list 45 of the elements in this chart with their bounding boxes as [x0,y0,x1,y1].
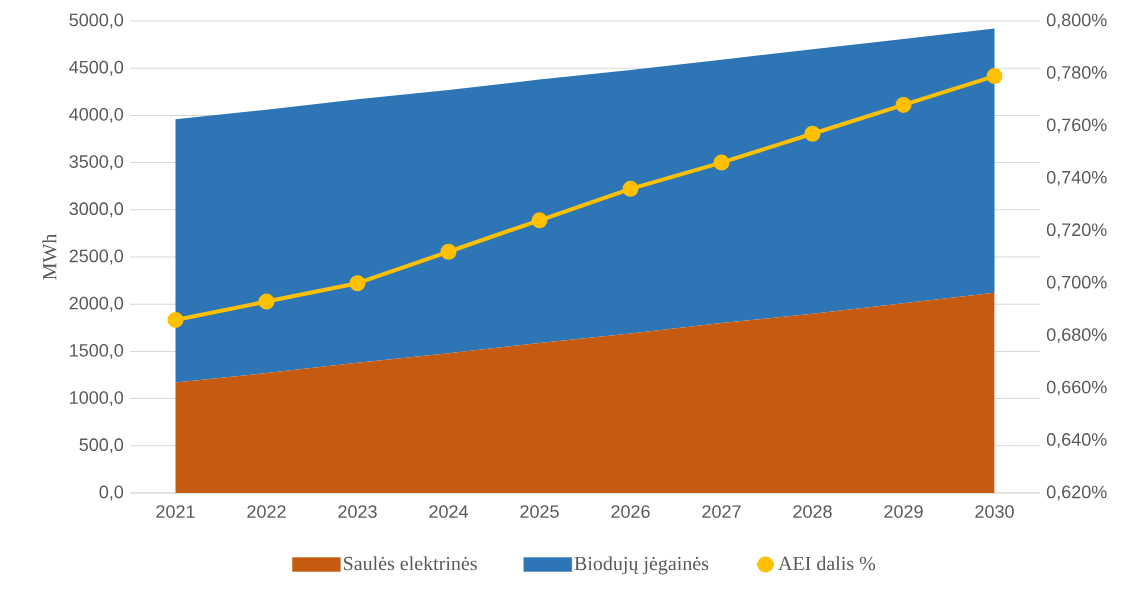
point [986,68,1003,85]
point [895,96,912,113]
y-tick-label: 3500,0 [69,155,124,171]
x-tick-label: 2022 [247,505,286,518]
point [349,275,366,292]
point [167,311,184,328]
y-axis-title: MWh [42,233,57,280]
x-tick-label: 2028 [793,505,832,518]
x-tick-label: 2030 [975,505,1014,518]
point [713,154,730,171]
legend-label: Saulės elektrinės [343,556,477,571]
y2-tick-label: 0,660% [1046,380,1107,396]
x-tick-label: 2026 [611,505,650,518]
y-tick-label: 3000,0 [69,202,124,218]
y-tick-label: 1000,0 [70,391,124,407]
x-tick-label: 2023 [338,505,377,518]
y2-tick-label: 0,800% [1046,13,1107,29]
x-tick-label: 2027 [702,505,741,518]
x-tick-label: 2025 [520,505,559,518]
legend-label: Biodujų jėgainės [574,556,709,575]
y2-tick-label: 0,740% [1046,170,1107,186]
y-tick-label: 5000,0 [69,13,124,29]
y-tick-label: 2000,0 [69,296,124,312]
x-tick-label: 2024 [429,505,468,518]
x-tick-label: 2029 [884,505,923,518]
y2-tick-label: 0,640% [1046,433,1107,448]
point [622,180,639,197]
y-tick-label: 1500,0 [70,343,124,359]
y-tick-label: 2500,0 [69,249,124,265]
y-tick-label: 0,0 [99,485,124,501]
x-tick-label: 2021 [156,505,195,518]
point [531,212,548,229]
y-tick-label: 500,0 [79,438,124,454]
y2-tick-label: 0,680% [1046,328,1107,344]
point [258,293,275,310]
y2-tick-label: 0,720% [1046,223,1107,239]
y-tick-label: 4000,0 [69,107,124,123]
y-tick-label: 4500,0 [69,60,124,76]
y2-tick-label: 0,780% [1046,66,1107,81]
legend-label: AEI dalis % [778,556,876,571]
y2-tick-label: 0,760% [1046,118,1107,134]
y2-tick-label: 0,620% [1046,485,1107,501]
point [804,125,821,142]
point [440,243,457,260]
y2-tick-label: 0,700% [1046,275,1107,291]
